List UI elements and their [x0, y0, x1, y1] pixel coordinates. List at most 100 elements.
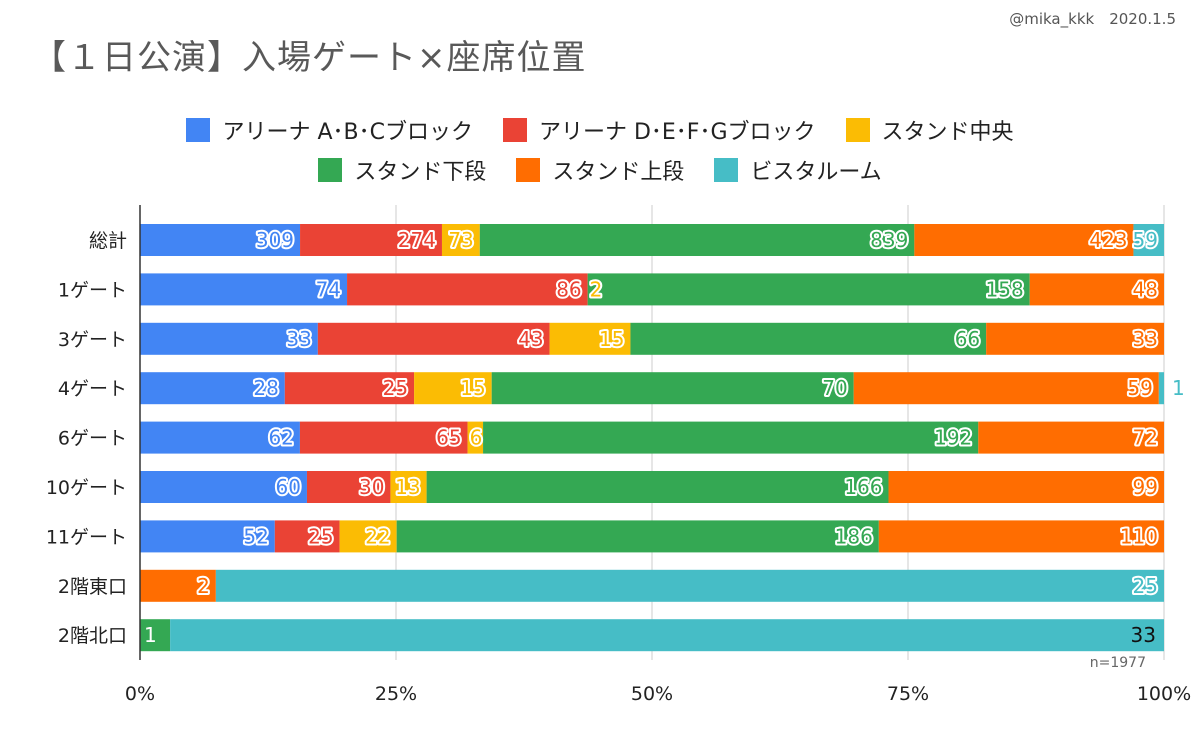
data-label: 274 — [398, 228, 436, 252]
category-label: 1ゲート — [58, 279, 127, 301]
legend-swatch — [516, 158, 541, 182]
legend-row-1: アリーナ A･B･Cブロック アリーナ D･E･F･Gブロック スタンド中央 — [0, 110, 1200, 150]
data-label: 99 — [1133, 475, 1158, 499]
bar-segment — [853, 372, 1159, 405]
bar-segment — [140, 421, 300, 454]
legend-label: スタンド下段 — [354, 160, 487, 185]
data-label: 166 — [844, 475, 882, 499]
data-label: 33 — [1133, 327, 1158, 351]
data-label: 1 — [1172, 376, 1185, 400]
data-label: 66 — [955, 327, 980, 351]
legend-item-stand-upper: スタンド上段 — [516, 154, 684, 186]
data-label: 25 — [383, 376, 408, 400]
data-label: 186 — [835, 524, 873, 548]
bar-segment — [426, 471, 889, 503]
data-label: 28 — [253, 376, 278, 400]
bar-segment — [306, 471, 391, 503]
data-label: 30 — [359, 475, 384, 499]
bar-segment — [140, 569, 216, 602]
sample-size-note: n=1977 — [1090, 655, 1146, 671]
bar-segment — [140, 619, 171, 652]
data-label: 48 — [1133, 277, 1158, 301]
bar-segment — [491, 372, 854, 405]
data-label: 62 — [268, 426, 293, 450]
data-label: 59 — [1133, 228, 1158, 252]
bar-segment — [347, 273, 588, 306]
bar-segment — [396, 520, 879, 553]
bar-segment — [300, 224, 442, 256]
data-label: 33 — [286, 327, 311, 351]
category-label: 4ゲート — [58, 378, 127, 400]
data-label: 15 — [599, 327, 624, 351]
data-label: 73 — [448, 228, 473, 252]
category-label: 11ゲート — [46, 526, 127, 548]
bar-segment — [414, 372, 492, 405]
data-label: 13 — [395, 475, 420, 499]
bar-segment — [587, 273, 1030, 306]
data-label: 839 — [870, 228, 908, 252]
legend-item-arena-defg: アリーナ D･E･F･Gブロック — [502, 114, 816, 146]
bar-segment — [878, 520, 1164, 553]
credit-text: @mika_kkk 2020.1.5 — [1009, 10, 1176, 28]
bar-segment — [1133, 224, 1164, 256]
data-label: 22 — [365, 524, 390, 548]
legend-swatch — [318, 158, 343, 182]
bar-segment — [140, 224, 301, 256]
category-label: 2階東口 — [58, 576, 127, 598]
legend-label: スタンド上段 — [552, 160, 685, 185]
bar-segment — [140, 471, 307, 503]
bar-segment — [140, 273, 348, 306]
data-label: 309 — [256, 228, 294, 252]
bar-segment — [483, 421, 979, 454]
category-label: 10ゲート — [46, 477, 127, 499]
chart-title: 【１日公演】入場ゲート×座席位置 — [32, 38, 587, 78]
category-label: 2階北口 — [58, 625, 127, 647]
bar-segment — [317, 322, 550, 355]
x-tick-label: 50% — [631, 683, 673, 705]
data-label: 60 — [276, 475, 301, 499]
legend-label: ビスタルーム — [750, 160, 882, 185]
bar-segment — [390, 471, 427, 503]
bar-segment — [888, 471, 1164, 503]
legend-label: スタンド中央 — [881, 120, 1014, 145]
data-label: 1 — [144, 623, 157, 647]
legend-item-vista-room: ビスタルーム — [714, 154, 882, 186]
bar-segment — [441, 224, 480, 256]
bar-segment — [630, 322, 987, 355]
bar-segment — [479, 224, 915, 256]
legend-label: アリーナ D･E･F･Gブロック — [538, 120, 816, 145]
legend-swatch — [502, 118, 527, 142]
data-label: 52 — [243, 524, 268, 548]
bar-segment — [1029, 273, 1164, 306]
x-tick-label: 75% — [887, 683, 929, 705]
bar-segment — [215, 569, 1164, 602]
category-label: 3ゲート — [58, 329, 127, 351]
data-label: 70 — [822, 376, 847, 400]
bar-segment — [549, 322, 631, 355]
data-label: 2 — [590, 277, 603, 301]
data-label: 33 — [1131, 623, 1156, 647]
data-label: 72 — [1133, 426, 1158, 450]
bar-segment — [140, 520, 275, 553]
data-label: 59 — [1127, 376, 1152, 400]
data-label: 110 — [1120, 524, 1158, 548]
data-label: 158 — [986, 277, 1024, 301]
x-tick-label: 0% — [125, 683, 155, 705]
bar-segment — [986, 322, 1164, 355]
data-label: 192 — [934, 426, 972, 450]
bar-segment — [467, 421, 484, 454]
data-label: 86 — [556, 277, 581, 301]
data-label: 15 — [460, 376, 485, 400]
category-label: 総計 — [89, 230, 127, 252]
data-label: 6 — [470, 426, 483, 450]
legend-item-stand-lower: スタンド下段 — [318, 154, 486, 186]
legend: アリーナ A･B･Cブロック アリーナ D･E･F･Gブロック スタンド中央 ス… — [0, 110, 1200, 190]
x-tick-label: 25% — [375, 683, 417, 705]
bar-segment — [339, 520, 397, 553]
data-label: 25 — [308, 524, 333, 548]
bar-segment — [914, 224, 1134, 256]
category-label: 6ゲート — [58, 428, 127, 450]
legend-row-2: スタンド下段 スタンド上段 ビスタルーム — [0, 150, 1200, 190]
bar-segment — [284, 372, 415, 405]
bar-segment — [140, 322, 318, 355]
